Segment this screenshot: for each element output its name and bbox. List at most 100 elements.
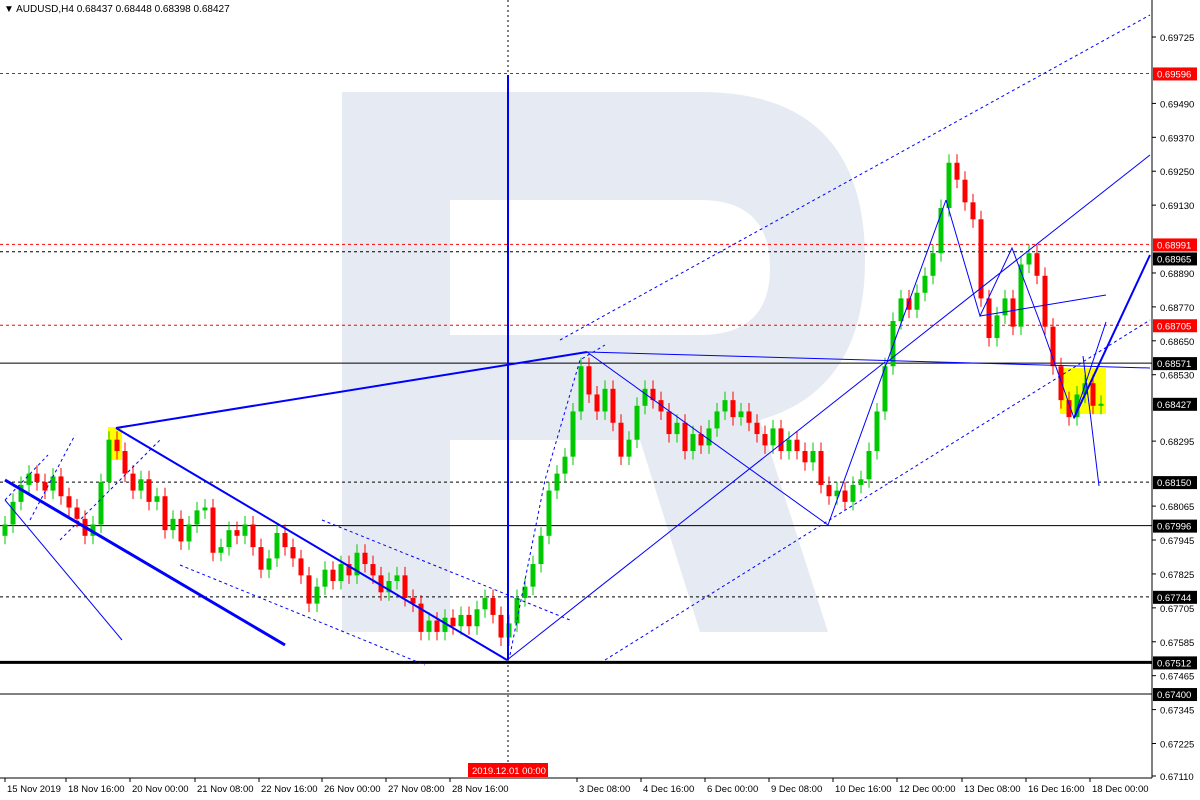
trend-lines xyxy=(4,14,1151,666)
price-level-label-bg xyxy=(1153,67,1197,81)
candle xyxy=(106,431,112,491)
candle xyxy=(698,425,704,454)
candle xyxy=(570,402,576,466)
candle xyxy=(314,578,320,613)
candle xyxy=(98,473,104,533)
candle xyxy=(418,595,424,641)
candle xyxy=(874,402,880,460)
candle xyxy=(498,606,504,647)
price-level-label: 0.68427 xyxy=(1157,400,1191,411)
candle xyxy=(378,566,384,601)
candle xyxy=(410,589,416,613)
x-tick-label: 18 Nov 16:00 xyxy=(68,784,125,795)
x-tick-label: 15 Nov 2019 xyxy=(7,784,61,795)
candle xyxy=(42,473,48,500)
candle xyxy=(914,284,920,319)
candle xyxy=(634,397,640,449)
symbol-label: AUDUSD,H4 xyxy=(16,4,74,15)
x-tick-label: 26 Nov 00:00 xyxy=(324,784,381,795)
candle xyxy=(298,549,304,584)
candle xyxy=(986,289,992,347)
x-tick-label: 4 Dec 16:00 xyxy=(643,784,694,795)
candle xyxy=(186,516,192,550)
y-tick-label: 0.67465 xyxy=(1160,672,1194,683)
candle xyxy=(538,527,544,573)
candle xyxy=(66,487,72,517)
candle xyxy=(490,589,496,624)
price-level-label-bg xyxy=(1153,476,1197,490)
y-tick-label: 0.67705 xyxy=(1160,604,1194,615)
candle xyxy=(802,442,808,471)
x-tick-label: 22 Nov 16:00 xyxy=(261,784,318,795)
candle xyxy=(330,561,336,590)
candle xyxy=(362,544,368,573)
candle xyxy=(546,482,552,545)
candle xyxy=(786,431,792,460)
candle xyxy=(170,510,176,539)
candle xyxy=(906,289,912,319)
candle xyxy=(290,538,296,567)
candle xyxy=(978,210,984,307)
candle xyxy=(602,380,608,420)
y-tick-label: 0.69490 xyxy=(1160,99,1194,110)
x-tick-label: 16 Dec 16:00 xyxy=(1028,784,1085,795)
candle xyxy=(946,154,952,217)
candle xyxy=(122,442,128,483)
candle xyxy=(274,524,280,567)
price-level-label: 0.68705 xyxy=(1157,321,1191,332)
candle xyxy=(434,612,440,641)
candle xyxy=(586,357,592,403)
price-level-label: 0.68150 xyxy=(1157,478,1191,489)
price-level-label-bg xyxy=(1153,319,1197,333)
price-level-label: 0.67744 xyxy=(1157,593,1191,604)
candle xyxy=(282,524,288,556)
candle xyxy=(322,561,328,596)
candle xyxy=(146,470,152,511)
candle xyxy=(690,425,696,460)
candle xyxy=(18,476,24,511)
x-tick-label: 9 Dec 08:00 xyxy=(771,784,822,795)
candle xyxy=(794,431,800,460)
candle xyxy=(754,414,760,443)
candle xyxy=(1034,244,1040,285)
candle xyxy=(1050,318,1056,375)
candle xyxy=(530,555,536,596)
candle xyxy=(922,267,928,302)
candle xyxy=(346,555,352,584)
candle xyxy=(730,391,736,426)
candle xyxy=(474,600,480,635)
candle xyxy=(442,609,448,641)
candle xyxy=(1026,244,1032,273)
candle xyxy=(778,419,784,460)
candle xyxy=(1058,357,1064,409)
price-level-label: 0.68991 xyxy=(1157,240,1191,251)
candle xyxy=(810,442,816,471)
candle xyxy=(1002,289,1008,324)
candle xyxy=(482,589,488,618)
candle xyxy=(426,612,432,641)
candle xyxy=(50,467,56,500)
x-tick-label: 21 Nov 08:00 xyxy=(197,784,254,795)
candle xyxy=(466,606,472,635)
candle xyxy=(850,476,856,511)
candle xyxy=(1066,391,1072,426)
price-level-label: 0.67512 xyxy=(1157,658,1191,669)
candle xyxy=(738,402,744,426)
candle xyxy=(194,501,200,533)
triangle-down-icon[interactable]: ▼ xyxy=(4,4,14,15)
candle xyxy=(970,193,976,228)
candle xyxy=(650,380,656,409)
candle xyxy=(250,516,256,556)
candle xyxy=(930,244,936,285)
y-tick-label: 0.67825 xyxy=(1160,570,1194,581)
candle xyxy=(226,521,232,556)
candle xyxy=(1082,374,1088,403)
x-tick-label: 20 Nov 00:00 xyxy=(132,784,189,795)
y-tick-label: 0.67585 xyxy=(1160,638,1194,649)
candle xyxy=(178,510,184,550)
y-tick-label: 0.68770 xyxy=(1160,303,1194,314)
candle xyxy=(826,476,832,505)
candle xyxy=(138,470,144,500)
watermark-logo xyxy=(342,92,865,632)
